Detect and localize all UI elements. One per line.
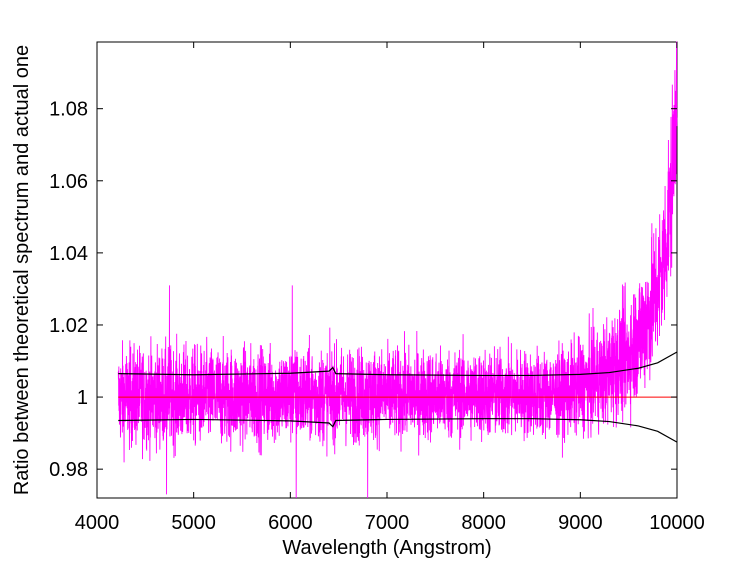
- series-layer: [117, 41, 678, 499]
- x-tick-label: 7000: [365, 512, 410, 534]
- y-tick-label: 1: [77, 387, 88, 409]
- y-axis-label: Ratio between theoretical spectrum and a…: [11, 45, 33, 495]
- x-tick-label: 10000: [649, 512, 705, 534]
- x-tick-label: 9000: [558, 512, 603, 534]
- x-axis-label: Wavelength (Angstrom): [282, 537, 491, 559]
- upper-error-series-line: [118, 351, 678, 377]
- x-tick-label: 4000: [75, 512, 120, 534]
- y-tick-label: 1.06: [49, 171, 88, 193]
- plot-frame: [96, 41, 678, 499]
- y-tick-label: 0.98: [49, 459, 88, 481]
- ratio-series-line: [117, 41, 678, 499]
- x-tick-label: 8000: [461, 512, 506, 534]
- x-tick-label: 5000: [171, 512, 216, 534]
- lower-error-series-line: [118, 418, 678, 443]
- y-tick-label: 1.08: [49, 99, 88, 121]
- y-tick-label: 1.02: [49, 315, 88, 337]
- y-tick-label: 1.04: [49, 243, 88, 265]
- tick-layer: 4000 5000 6000 7000 8000 9000 10000 0.98 1 1.02 1.…: [49, 42, 705, 534]
- x-tick-label: 6000: [268, 512, 313, 534]
